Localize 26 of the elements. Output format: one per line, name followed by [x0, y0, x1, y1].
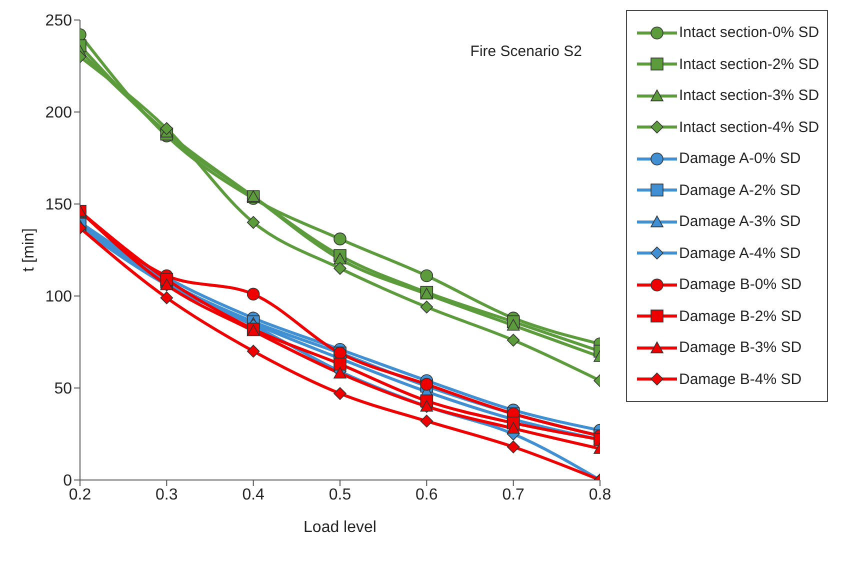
legend-label: Damage B-0% SD: [679, 276, 802, 294]
legend-label: Damage B-3% SD: [679, 339, 802, 356]
legend-label: Damage B-4% SD: [679, 370, 802, 388]
legend-label: Intact section-3% SD: [679, 87, 820, 104]
annotation: Fire Scenario S2: [470, 43, 582, 60]
legend-label: Damage A-3% SD: [679, 213, 801, 230]
y-tick-label: 50: [54, 380, 72, 398]
legend-label: Intact section-0% SD: [679, 24, 820, 42]
legend-label: Damage A-4% SD: [679, 244, 801, 262]
x-tick-label: 0.7: [502, 486, 525, 504]
y-tick-label: 200: [45, 104, 72, 122]
x-tick-label: 0.6: [416, 486, 438, 504]
y-tick-label: 250: [45, 12, 72, 30]
x-tick-label: 0.4: [242, 486, 265, 504]
x-tick-label: 0.8: [588, 486, 612, 504]
legend-label: Damage A-0% SD: [679, 150, 801, 168]
x-axis-title: Load level: [304, 519, 376, 536]
legend-label: Damage B-2% SD: [679, 308, 802, 325]
legend-label: Damage A-2% SD: [679, 182, 801, 199]
y-axis-title: t [min]: [20, 228, 38, 272]
legend-label: Intact section-4% SD: [679, 118, 820, 136]
x-tick-label: 0.5: [328, 486, 352, 504]
legend-label: Intact section-2% SD: [679, 56, 820, 73]
x-tick-label: 0.3: [156, 486, 178, 504]
y-tick-label: 150: [45, 196, 72, 214]
y-tick-label: 100: [45, 288, 72, 306]
